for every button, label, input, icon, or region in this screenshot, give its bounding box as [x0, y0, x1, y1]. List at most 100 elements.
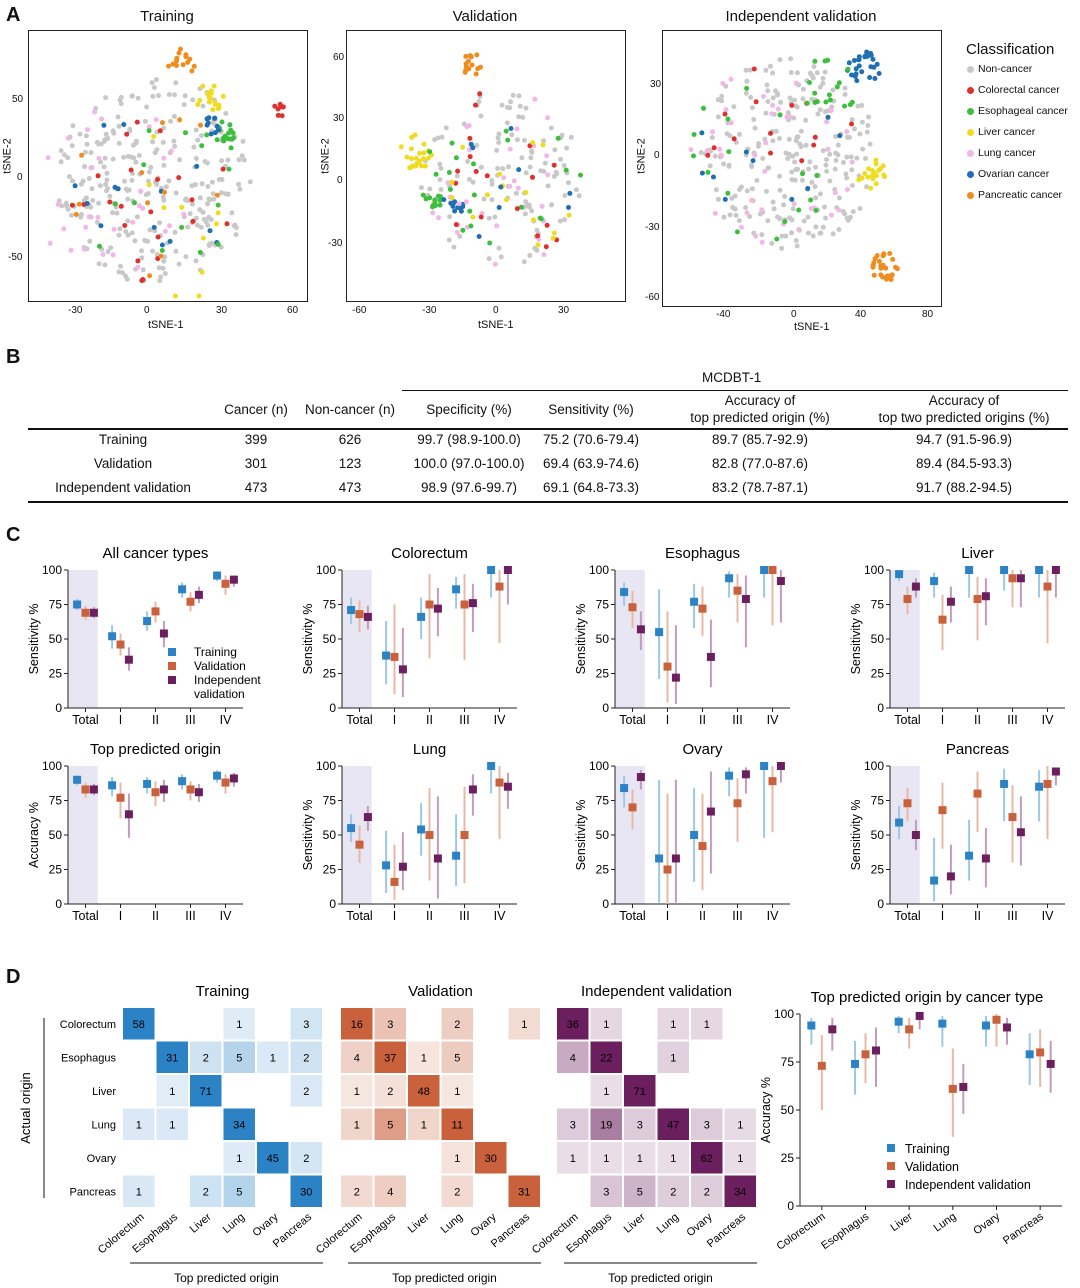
tsne-point	[801, 218, 807, 224]
tsne-point	[463, 68, 469, 73]
tsne-point	[777, 57, 783, 63]
tsne-point	[799, 158, 805, 164]
tsne-point	[507, 146, 513, 152]
tsne-point	[782, 219, 788, 225]
tsne-point	[744, 210, 750, 216]
data-point	[503, 566, 512, 574]
table-header-acc1-line2: top predicted origin (%)	[690, 410, 830, 425]
tsne-point	[456, 201, 462, 207]
tsne-point	[530, 174, 535, 180]
heatmap-cell	[408, 1075, 440, 1107]
heatmap-col-label: Liver	[406, 1211, 432, 1236]
tsne-point	[787, 95, 793, 101]
tsne-point	[90, 198, 96, 203]
tsne-point	[101, 164, 107, 170]
tsne-point	[125, 218, 131, 224]
tsne-point	[421, 156, 426, 162]
tsne-point	[118, 263, 123, 269]
tsne-point	[105, 249, 111, 254]
tsne-point	[777, 136, 782, 141]
data-point	[733, 586, 742, 595]
tsne-point	[168, 148, 174, 154]
tsne-point	[495, 135, 501, 141]
data-point	[1046, 1059, 1055, 1068]
tsne-point	[829, 212, 834, 218]
tsne-point	[171, 138, 177, 144]
tsne-ytick: 60	[333, 52, 345, 63]
tsne-point	[800, 96, 806, 102]
data-point	[151, 788, 160, 797]
tsne-point	[87, 238, 93, 244]
tsne-ytick: 50	[12, 94, 24, 105]
y-axis-label: Sensitivity %	[301, 800, 315, 871]
heatmap-cell	[724, 1108, 756, 1140]
tsne-point	[888, 277, 894, 282]
tsne-point	[153, 117, 159, 123]
heatmap-cell	[123, 1108, 155, 1140]
data-point	[1035, 566, 1044, 574]
tsne-point	[425, 155, 431, 161]
heatmap-value: 1	[270, 1052, 276, 1064]
tsne-point	[133, 138, 139, 144]
tsne-point	[189, 201, 195, 207]
tsne-point	[842, 92, 848, 97]
tsne-point	[544, 222, 550, 228]
heatmap-value: 1	[354, 1086, 360, 1098]
table-group-rule	[402, 390, 1068, 391]
tsne-point	[82, 164, 87, 170]
table-header-sensitivity: Sensitivity (%)	[548, 402, 634, 417]
tsne-point	[179, 224, 185, 230]
tsne-point	[771, 206, 777, 212]
tsne-point	[545, 115, 551, 121]
heatmap-cell	[691, 1108, 723, 1140]
tsne-point	[496, 140, 502, 145]
tsne-point	[229, 136, 235, 142]
tsne-point	[815, 111, 821, 117]
tsne-point	[814, 99, 820, 105]
tsne-point	[89, 186, 95, 192]
tsne-point	[723, 107, 729, 113]
heatmap-value: 22	[600, 1052, 612, 1064]
x-tick-label: Pancreas	[1001, 1210, 1046, 1247]
tsne-point	[107, 199, 113, 205]
total-shade	[68, 570, 98, 708]
y-tick-label: 25	[323, 863, 337, 877]
tsne-point	[779, 233, 785, 239]
x-tick-label: II	[974, 713, 981, 727]
data-point	[911, 582, 920, 591]
y-tick-label: 0	[329, 897, 336, 911]
x-tick-label: III	[732, 909, 742, 923]
tsne-point	[873, 161, 879, 167]
tsne-point	[240, 138, 246, 144]
tsne-point	[729, 195, 735, 201]
tsne-xlabel-independent: tSNE-1	[794, 321, 830, 333]
x-tick-label: III	[459, 909, 469, 923]
data-point	[733, 799, 742, 808]
tsne-scatter-svg	[45, 46, 286, 299]
tsne-point	[751, 117, 757, 122]
heatmap-value: 45	[267, 1153, 279, 1165]
tsne-point	[228, 127, 234, 133]
legend-item-non-cancer: Non-cancer	[967, 63, 1032, 75]
x-tick-label: Ovary	[971, 1210, 1002, 1237]
data-point	[768, 777, 777, 786]
tsne-point	[478, 164, 484, 170]
tsne-point	[146, 128, 152, 134]
data-point	[1051, 767, 1060, 776]
tsne-point	[206, 99, 212, 105]
tsne-point	[797, 227, 802, 233]
tsne-point	[835, 142, 841, 148]
tsne-point	[823, 215, 828, 221]
tsne-point	[476, 99, 482, 104]
tsne-point	[279, 113, 285, 119]
x-tick-label: IV	[220, 713, 232, 727]
tsne-point	[836, 227, 842, 232]
table-group-header: MCDBT-1	[702, 370, 762, 385]
tsne-point	[743, 149, 749, 155]
table-cell: 100.0 (97.0-100.0)	[413, 456, 525, 471]
tsne-point	[78, 214, 84, 220]
tsne-point	[796, 207, 802, 213]
tsne-point	[789, 230, 794, 236]
tsne-point	[719, 153, 725, 159]
data-point	[915, 1011, 924, 1020]
